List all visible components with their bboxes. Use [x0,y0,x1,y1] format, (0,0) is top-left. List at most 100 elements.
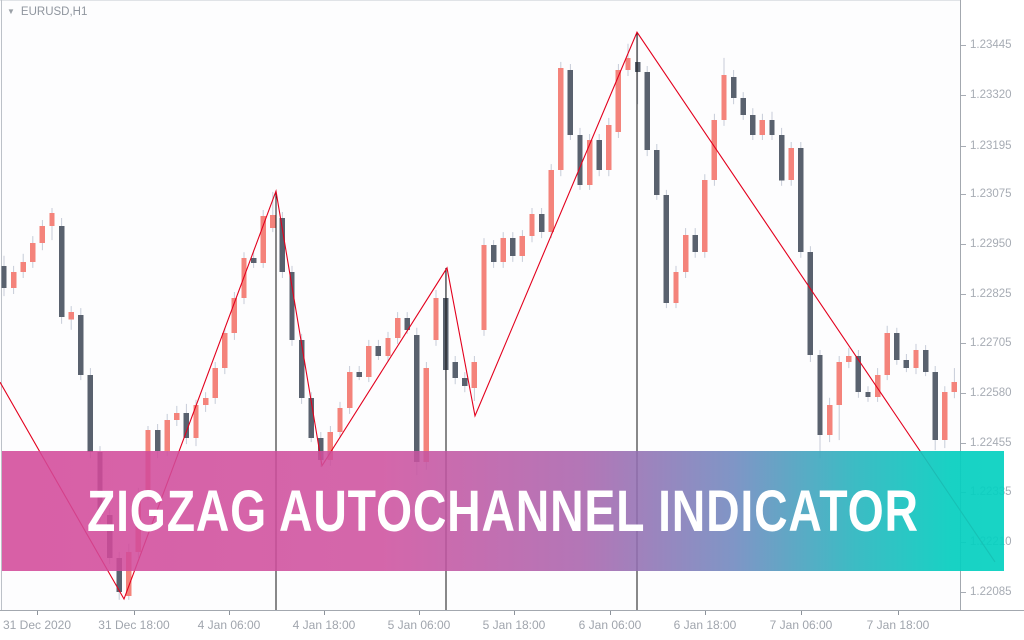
bull-candle [366,345,372,377]
bull-candle [471,362,478,389]
bull-candle [826,405,833,435]
bull-candle [433,298,439,340]
bear-candle [807,252,814,356]
time-axis-label: 6 Jan 18:00 [673,618,737,632]
bear-candle [932,372,938,441]
bear-candle [87,374,94,453]
time-axis-label: 5 Jan 06:00 [387,618,451,632]
price-axis-label: 1.22580 [970,387,1012,399]
price-axis-label: 1.23195 [970,140,1012,152]
chevron-down-icon: ▼ [7,7,15,16]
bear-candle [452,362,458,379]
bull-candle [711,119,718,181]
price-axis-label: 1.22825 [970,288,1012,300]
bear-candle [740,98,746,115]
bull-candle [481,245,487,330]
price-axis-tick [961,343,966,344]
time-axis-label: 6 Jan 06:00 [578,618,642,632]
bull-candle [385,337,391,356]
bull-candle [423,368,430,462]
price-axis-separator [960,0,961,610]
bull-candle [586,140,593,186]
bear-candle [318,438,324,460]
bear-candle [298,339,305,398]
bull-candle [327,432,334,460]
time-axis-tick [514,611,515,615]
bull-candle [913,350,919,369]
bull-candle [951,382,958,393]
price-axis-tick [961,592,966,593]
bull-candle [558,68,564,171]
bull-candle [346,372,353,408]
price-axis-label: 1.22950 [970,238,1012,250]
time-axis-tick [898,611,899,615]
banner-title: ZIGZAG AUTOCHANNEL INDICATOR [87,478,919,544]
price-axis-tick [961,146,966,147]
bull-candle [942,392,948,441]
bear-candle [308,397,314,438]
bull-candle [625,57,631,70]
bear-candle [778,135,785,181]
bull-candle [193,405,199,439]
price-axis-tick [961,393,966,394]
bull-candle [39,226,46,243]
bull-candle [394,318,401,338]
bear-candle [250,257,257,263]
bear-candle [510,238,516,256]
bull-candle [10,271,17,288]
bull-candle [174,413,180,420]
bull-candle [682,234,689,272]
time-axis[interactable]: 31 Dec 2020 31 Dec 18:00 4 Jan 06:00 4 Jan … [0,611,1024,640]
bear-candle [462,378,468,387]
bull-candle [30,243,36,262]
bull-candle [212,368,218,398]
bull-candle [202,397,209,405]
price-axis-label: 1.23445 [970,39,1012,51]
window-top-border [0,0,1024,1]
bull-candle [500,238,506,262]
time-axis-label: 7 Jan 18:00 [866,618,930,632]
bear-candle [663,195,670,303]
time-axis-tick [134,611,135,615]
bear-candle [634,61,641,72]
bull-candle [702,180,708,253]
price-axis-tick [961,45,966,46]
price-axis-tick [961,95,966,96]
bull-candle [126,551,132,597]
bear-candle [1,265,7,288]
chart-left-border [1,0,2,610]
bull-candle [846,356,852,362]
bear-candle [289,271,295,340]
time-axis-tick [419,611,420,615]
bear-candle [58,226,65,317]
bear-candle [414,335,420,462]
bear-candle [356,372,362,377]
time-axis-tick [229,611,230,615]
price-axis-label: 1.23075 [970,188,1012,200]
bear-candle [798,148,804,253]
bull-candle [884,333,890,375]
price-axis-tick [961,294,966,295]
bull-candle [721,74,727,120]
bull-candle [260,216,266,264]
bear-candle [538,214,545,233]
bull-candle [222,333,228,369]
time-axis-separator [0,610,1024,611]
time-axis-label: 4 Jan 06:00 [197,618,261,632]
bear-candle [116,557,122,593]
time-axis-tick [610,611,611,615]
bear-candle [903,360,910,368]
bull-candle [673,271,679,303]
bear-candle [375,345,382,356]
bear-candle [855,356,862,393]
bear-candle [577,135,583,186]
bear-candle [596,140,602,171]
symbol-dropdown[interactable]: ▼ EURUSD,H1 [7,6,87,18]
price-axis-label: 1.22705 [970,337,1012,349]
bull-candle [20,261,26,272]
bull-candle [548,170,554,233]
time-axis-tick [801,611,802,615]
time-axis-tick [705,611,706,615]
bear-candle [644,72,650,150]
